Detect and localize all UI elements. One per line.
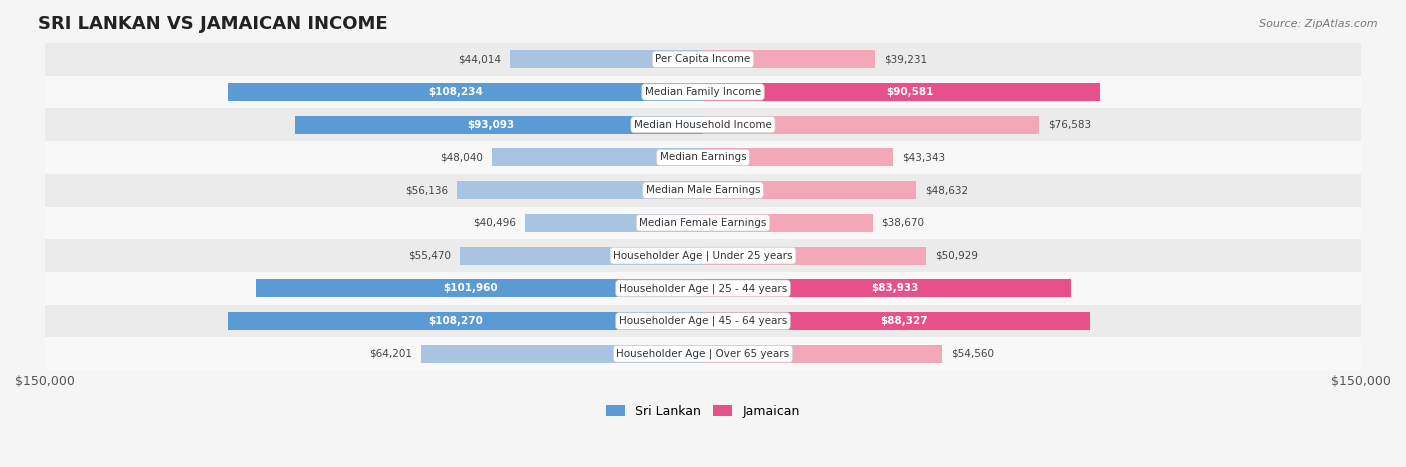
Bar	[492, 149, 703, 166]
Text: Median Female Earnings: Median Female Earnings	[640, 218, 766, 228]
Text: $101,960: $101,960	[443, 283, 498, 293]
Bar	[703, 149, 893, 166]
Legend: Sri Lankan, Jamaican: Sri Lankan, Jamaican	[602, 400, 804, 423]
Text: Median Household Income: Median Household Income	[634, 120, 772, 130]
Text: $44,014: $44,014	[458, 54, 501, 64]
Bar	[460, 247, 703, 265]
Text: Source: ZipAtlas.com: Source: ZipAtlas.com	[1260, 19, 1378, 28]
Bar	[703, 345, 942, 363]
Text: $76,583: $76,583	[1047, 120, 1091, 130]
Text: $93,093: $93,093	[467, 120, 515, 130]
FancyBboxPatch shape	[45, 43, 1361, 76]
Text: Median Male Earnings: Median Male Earnings	[645, 185, 761, 195]
Text: $88,327: $88,327	[880, 316, 928, 326]
Text: $54,560: $54,560	[950, 349, 994, 359]
Text: $48,632: $48,632	[925, 185, 969, 195]
FancyBboxPatch shape	[45, 272, 1361, 304]
FancyBboxPatch shape	[45, 141, 1361, 174]
Text: Householder Age | Under 25 years: Householder Age | Under 25 years	[613, 250, 793, 261]
Bar	[526, 214, 703, 232]
FancyBboxPatch shape	[45, 206, 1361, 239]
Text: Per Capita Income: Per Capita Income	[655, 54, 751, 64]
Text: $48,040: $48,040	[440, 152, 484, 163]
Bar	[510, 50, 703, 68]
Bar	[457, 181, 703, 199]
FancyBboxPatch shape	[45, 108, 1361, 141]
FancyBboxPatch shape	[45, 76, 1361, 108]
Text: Median Earnings: Median Earnings	[659, 152, 747, 163]
Bar	[703, 181, 917, 199]
Bar	[295, 116, 703, 134]
Bar	[422, 345, 703, 363]
Bar	[703, 214, 873, 232]
Text: Median Family Income: Median Family Income	[645, 87, 761, 97]
Text: $40,496: $40,496	[474, 218, 516, 228]
Text: $64,201: $64,201	[370, 349, 412, 359]
Bar	[228, 312, 703, 330]
Bar	[256, 279, 703, 297]
FancyBboxPatch shape	[45, 338, 1361, 370]
Text: $50,929: $50,929	[935, 251, 979, 261]
Text: $38,670: $38,670	[882, 218, 924, 228]
Text: $83,933: $83,933	[870, 283, 918, 293]
Bar	[228, 83, 703, 101]
FancyBboxPatch shape	[45, 239, 1361, 272]
Text: Householder Age | 25 - 44 years: Householder Age | 25 - 44 years	[619, 283, 787, 294]
Bar	[703, 247, 927, 265]
Text: $108,234: $108,234	[429, 87, 484, 97]
Text: $56,136: $56,136	[405, 185, 449, 195]
FancyBboxPatch shape	[45, 174, 1361, 206]
Text: SRI LANKAN VS JAMAICAN INCOME: SRI LANKAN VS JAMAICAN INCOME	[38, 15, 388, 33]
FancyBboxPatch shape	[45, 304, 1361, 338]
Bar	[703, 83, 1101, 101]
Text: $43,343: $43,343	[901, 152, 945, 163]
Text: $108,270: $108,270	[429, 316, 484, 326]
Text: $39,231: $39,231	[884, 54, 927, 64]
Bar	[703, 279, 1071, 297]
Bar	[703, 50, 875, 68]
Text: $90,581: $90,581	[886, 87, 934, 97]
Bar	[703, 116, 1039, 134]
Text: $55,470: $55,470	[408, 251, 451, 261]
Text: Householder Age | Over 65 years: Householder Age | Over 65 years	[616, 348, 790, 359]
Text: Householder Age | 45 - 64 years: Householder Age | 45 - 64 years	[619, 316, 787, 326]
Bar	[703, 312, 1091, 330]
